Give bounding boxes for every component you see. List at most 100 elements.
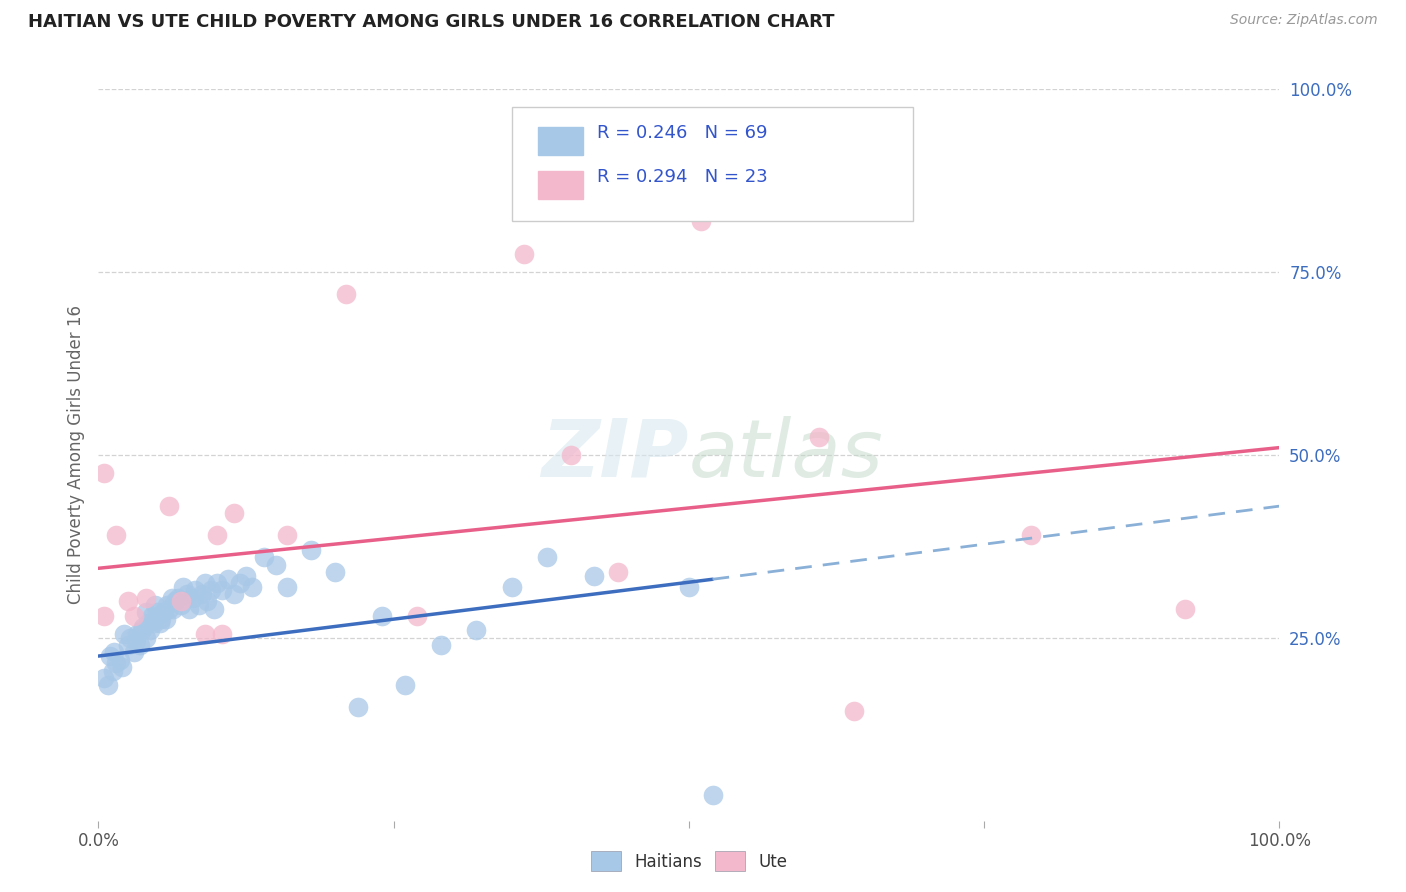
Point <box>194 576 217 591</box>
Point <box>678 580 700 594</box>
FancyBboxPatch shape <box>512 108 914 221</box>
Point <box>536 550 558 565</box>
Point <box>1174 601 1197 615</box>
Point <box>224 507 246 521</box>
Point <box>240 580 263 594</box>
Point <box>157 499 180 513</box>
Point <box>128 638 150 652</box>
Point <box>371 608 394 623</box>
Point <box>702 788 724 802</box>
Point <box>276 580 298 594</box>
Text: ZIP: ZIP <box>541 416 689 494</box>
Point <box>217 572 239 586</box>
Point <box>155 613 177 627</box>
Point <box>117 638 139 652</box>
Point <box>125 634 148 648</box>
Point <box>184 583 207 598</box>
Point <box>120 631 142 645</box>
Point <box>112 627 135 641</box>
Point <box>93 466 115 480</box>
Point <box>122 645 145 659</box>
Point <box>430 638 453 652</box>
FancyBboxPatch shape <box>537 171 582 199</box>
Point <box>179 601 201 615</box>
Point <box>200 583 222 598</box>
Point <box>512 246 534 260</box>
Point <box>166 591 188 605</box>
Point <box>194 627 217 641</box>
Point <box>465 624 488 638</box>
Legend: Haitians, Ute: Haitians, Ute <box>583 845 794 878</box>
Point <box>135 605 157 619</box>
Text: R = 0.294   N = 23: R = 0.294 N = 23 <box>596 168 768 186</box>
Y-axis label: Child Poverty Among Girls Under 16: Child Poverty Among Girls Under 16 <box>66 305 84 605</box>
Point <box>807 430 830 444</box>
Point <box>105 657 128 671</box>
Point <box>224 587 246 601</box>
Point <box>607 565 630 579</box>
Point <box>122 608 145 623</box>
Point <box>335 287 357 301</box>
Point <box>93 671 115 685</box>
Point <box>150 613 173 627</box>
Point <box>202 601 225 615</box>
Point <box>93 608 115 623</box>
Point <box>170 594 193 608</box>
Point <box>229 576 252 591</box>
Text: Source: ZipAtlas.com: Source: ZipAtlas.com <box>1230 13 1378 28</box>
Point <box>299 543 322 558</box>
Point <box>135 591 157 605</box>
Point <box>195 594 218 608</box>
Point <box>205 576 228 591</box>
Point <box>235 568 257 582</box>
Point <box>136 616 159 631</box>
Point <box>181 591 204 605</box>
Point <box>101 664 124 678</box>
Point <box>132 620 155 634</box>
Point <box>143 598 166 612</box>
Point <box>253 550 276 565</box>
Text: R = 0.246   N = 69: R = 0.246 N = 69 <box>596 124 768 142</box>
Point <box>105 528 128 542</box>
Point <box>117 594 139 608</box>
Point <box>149 616 172 631</box>
Point <box>205 528 228 542</box>
Point <box>162 601 184 615</box>
Point <box>1021 528 1043 542</box>
Point <box>141 608 163 623</box>
Point <box>165 594 187 608</box>
Point <box>111 660 134 674</box>
Point <box>157 601 180 615</box>
Point <box>187 598 209 612</box>
Point <box>160 591 183 605</box>
Point <box>97 678 120 692</box>
Point <box>211 627 233 641</box>
Point <box>139 624 162 638</box>
Point <box>211 583 233 598</box>
Text: atlas: atlas <box>689 416 884 494</box>
Point <box>103 645 125 659</box>
Point <box>156 598 179 612</box>
Point <box>176 587 198 601</box>
Point <box>394 678 416 692</box>
Point <box>170 598 193 612</box>
Point <box>108 653 131 667</box>
Point <box>142 616 165 631</box>
Point <box>689 214 711 228</box>
Point <box>560 448 582 462</box>
Point <box>323 565 346 579</box>
Point <box>501 580 523 594</box>
Point <box>264 558 287 572</box>
Point <box>131 624 153 638</box>
Point <box>347 700 370 714</box>
Point <box>276 528 298 542</box>
Point <box>152 605 174 619</box>
Point <box>135 631 157 645</box>
Point <box>172 580 194 594</box>
Text: HAITIAN VS UTE CHILD POVERTY AMONG GIRLS UNDER 16 CORRELATION CHART: HAITIAN VS UTE CHILD POVERTY AMONG GIRLS… <box>28 13 835 31</box>
Point <box>127 627 149 641</box>
Point <box>98 649 121 664</box>
Point <box>406 608 429 623</box>
Point <box>583 568 606 582</box>
Point <box>191 587 214 601</box>
